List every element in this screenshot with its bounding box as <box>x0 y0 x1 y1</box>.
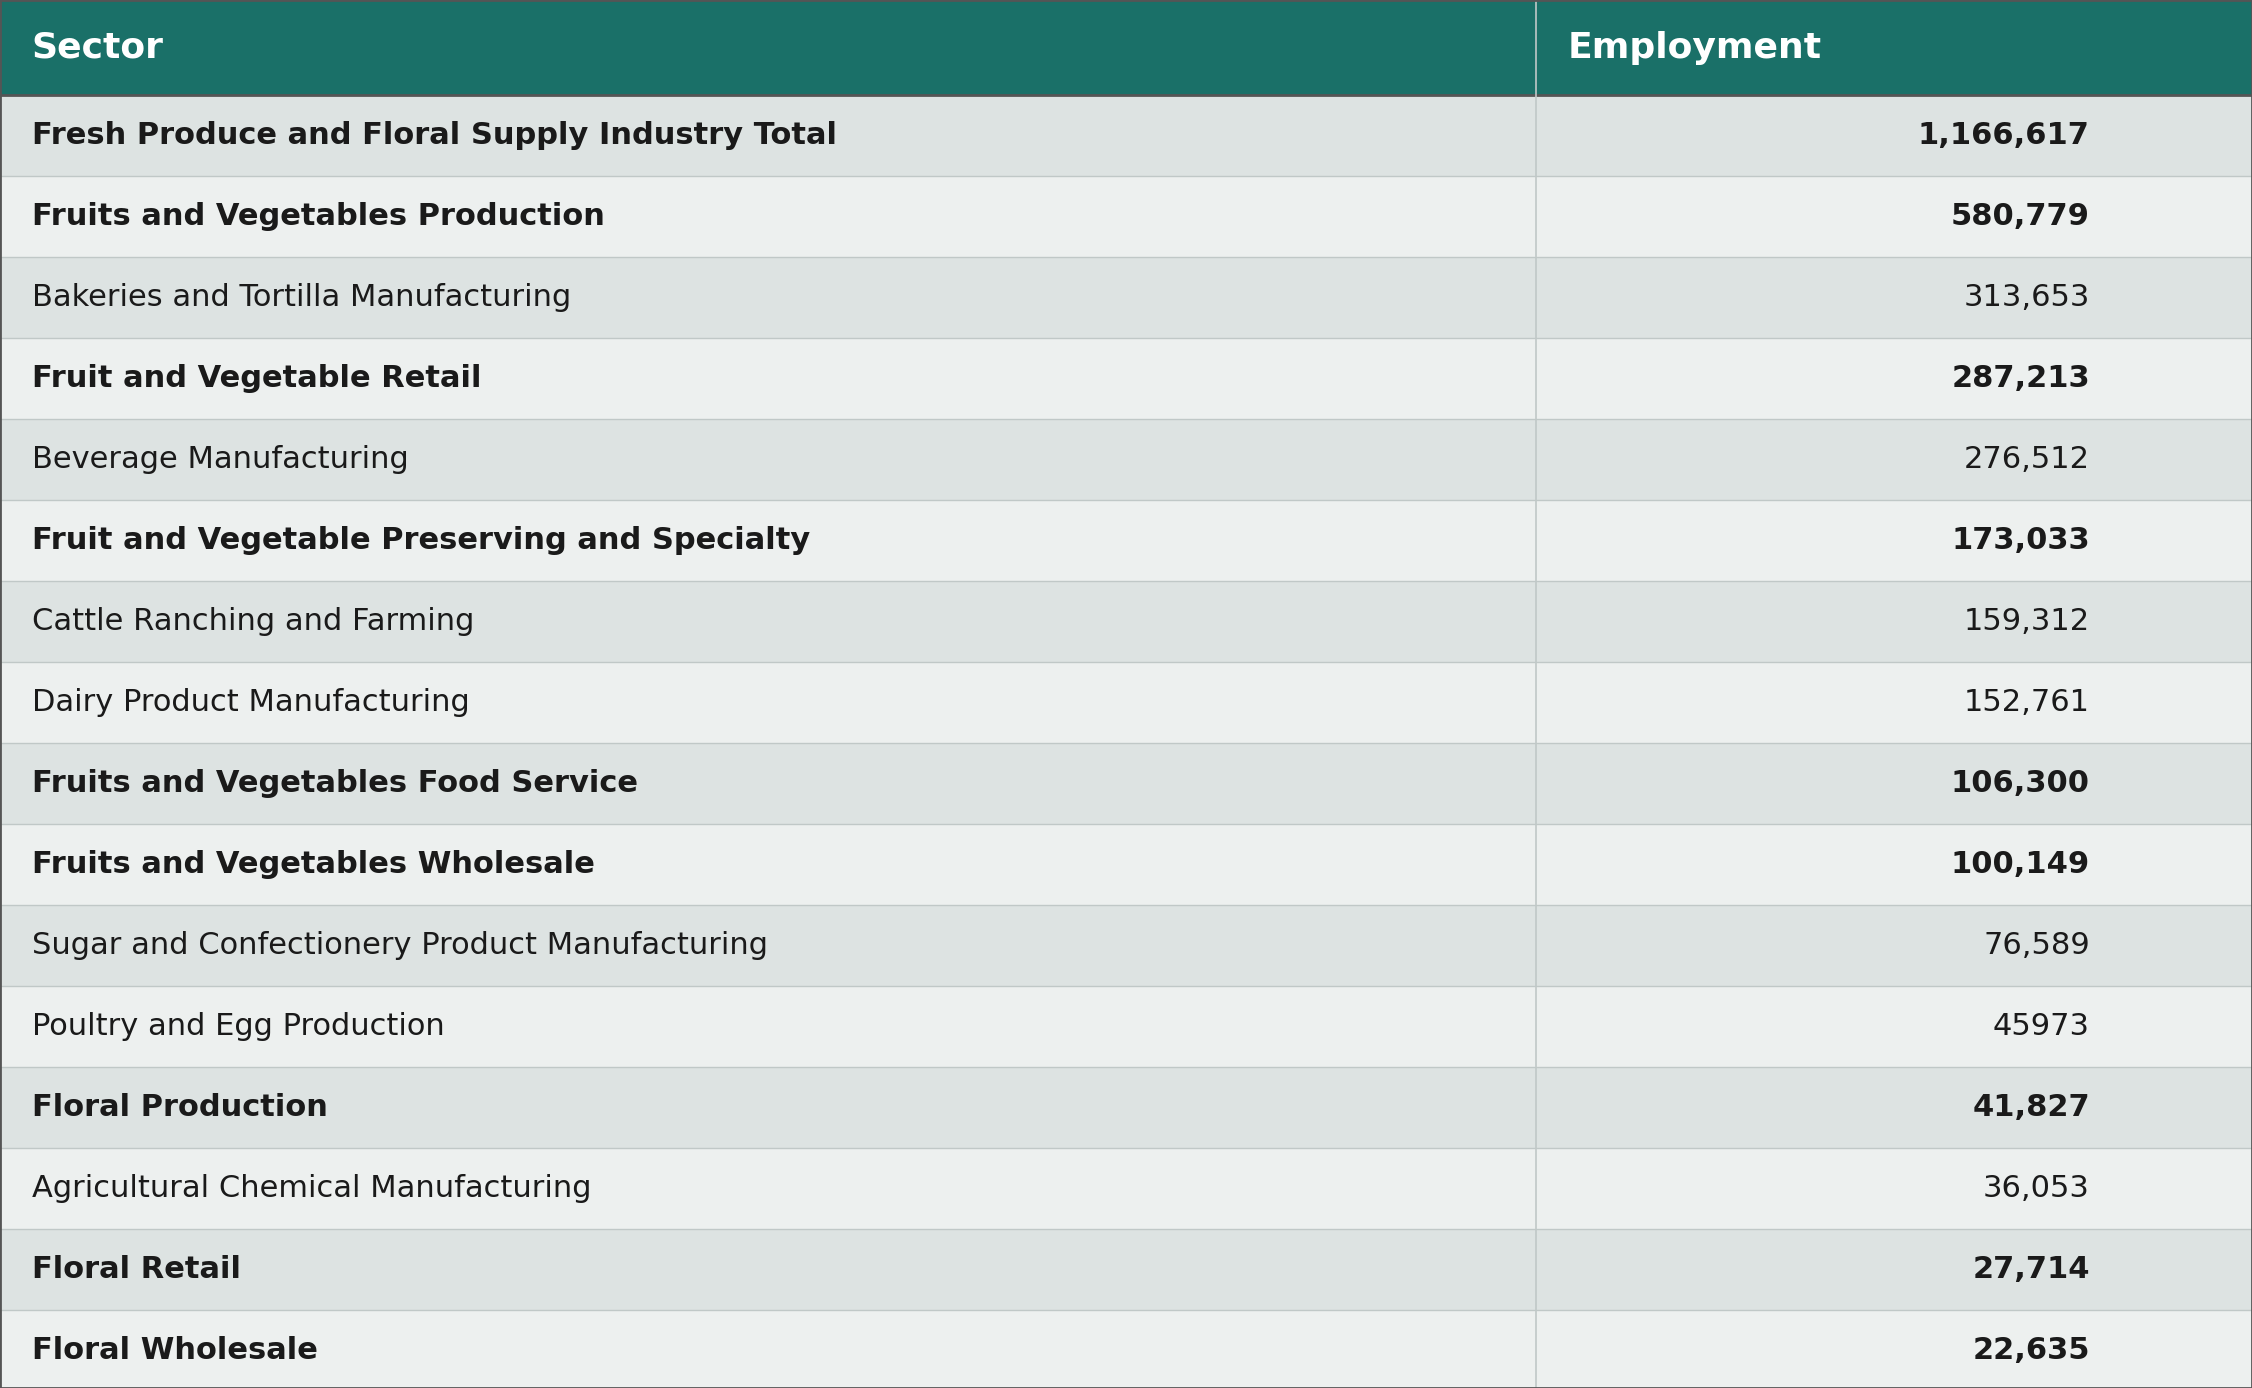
Text: Fresh Produce and Floral Supply Industry Total: Fresh Produce and Floral Supply Industry… <box>32 121 835 150</box>
Text: 106,300: 106,300 <box>1950 769 2090 798</box>
Bar <box>0 1228 2252 1310</box>
Bar <box>0 257 2252 339</box>
Bar <box>0 824 2252 905</box>
Text: Floral Wholesale: Floral Wholesale <box>32 1337 318 1364</box>
Text: Fruit and Vegetable Preserving and Specialty: Fruit and Vegetable Preserving and Speci… <box>32 526 811 555</box>
Text: 276,512: 276,512 <box>1964 446 2090 473</box>
Text: Cattle Ranching and Farming: Cattle Ranching and Farming <box>32 607 473 636</box>
Text: 159,312: 159,312 <box>1964 607 2090 636</box>
Text: 313,653: 313,653 <box>1964 283 2090 312</box>
Bar <box>0 1148 2252 1228</box>
Text: 100,149: 100,149 <box>1950 849 2090 879</box>
Text: 173,033: 173,033 <box>1950 526 2090 555</box>
Text: 287,213: 287,213 <box>1950 364 2090 393</box>
Text: Bakeries and Tortilla Manufacturing: Bakeries and Tortilla Manufacturing <box>32 283 570 312</box>
Bar <box>0 94 2252 176</box>
Text: 36,053: 36,053 <box>1984 1174 2090 1203</box>
Bar <box>0 339 2252 419</box>
Text: 1,166,617: 1,166,617 <box>1919 121 2090 150</box>
Bar <box>0 662 2252 743</box>
Text: Fruits and Vegetables Production: Fruits and Vegetables Production <box>32 203 604 230</box>
Bar <box>0 985 2252 1067</box>
Bar <box>0 1067 2252 1148</box>
Text: 580,779: 580,779 <box>1950 203 2090 230</box>
Text: Employment: Employment <box>1567 31 1822 64</box>
Bar <box>0 176 2252 257</box>
Text: Poultry and Egg Production: Poultry and Egg Production <box>32 1012 444 1041</box>
Text: Fruits and Vegetables Wholesale: Fruits and Vegetables Wholesale <box>32 849 595 879</box>
Text: Fruits and Vegetables Food Service: Fruits and Vegetables Food Service <box>32 769 637 798</box>
Bar <box>0 582 2252 662</box>
Bar <box>0 0 2252 94</box>
Bar <box>0 1310 2252 1388</box>
Text: 76,589: 76,589 <box>1984 931 2090 960</box>
Bar <box>0 419 2252 500</box>
Bar <box>0 500 2252 582</box>
Text: Sugar and Confectionery Product Manufacturing: Sugar and Confectionery Product Manufact… <box>32 931 768 960</box>
Text: Floral Production: Floral Production <box>32 1092 327 1122</box>
Text: 45973: 45973 <box>1993 1012 2090 1041</box>
Text: 152,761: 152,761 <box>1964 688 2090 718</box>
Text: Fruit and Vegetable Retail: Fruit and Vegetable Retail <box>32 364 482 393</box>
Bar <box>0 743 2252 824</box>
Text: 41,827: 41,827 <box>1973 1092 2090 1122</box>
Text: Agricultural Chemical Manufacturing: Agricultural Chemical Manufacturing <box>32 1174 590 1203</box>
Bar <box>0 905 2252 985</box>
Text: Sector: Sector <box>32 31 164 64</box>
Text: Dairy Product Manufacturing: Dairy Product Manufacturing <box>32 688 468 718</box>
Text: 27,714: 27,714 <box>1973 1255 2090 1284</box>
Text: 22,635: 22,635 <box>1973 1337 2090 1364</box>
Text: Floral Retail: Floral Retail <box>32 1255 241 1284</box>
Text: Beverage Manufacturing: Beverage Manufacturing <box>32 446 408 473</box>
